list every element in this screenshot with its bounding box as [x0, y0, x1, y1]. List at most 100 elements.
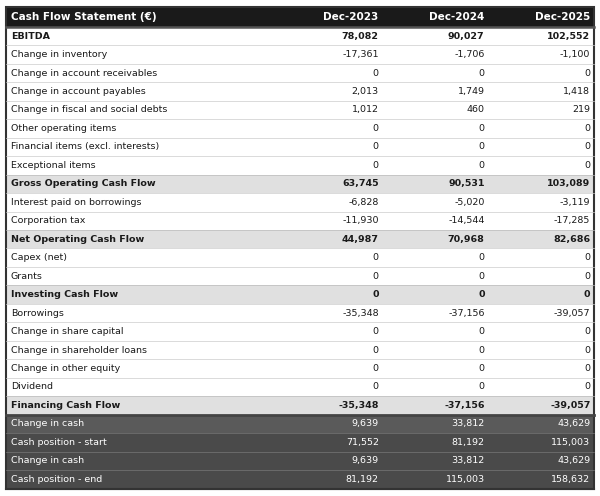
Text: Change in account payables: Change in account payables	[11, 87, 146, 96]
Text: 115,003: 115,003	[551, 438, 590, 447]
Bar	[6, 378, 594, 396]
Bar	[6, 82, 594, 101]
Text: 43,629: 43,629	[557, 456, 590, 465]
Text: 0: 0	[584, 124, 590, 133]
Text: -14,544: -14,544	[448, 216, 485, 225]
Text: Dec-2024: Dec-2024	[429, 12, 485, 22]
Text: Change in cash: Change in cash	[11, 456, 84, 465]
Text: 0: 0	[584, 161, 590, 170]
Text: 0: 0	[479, 161, 485, 170]
Bar	[6, 212, 594, 230]
Text: Grants: Grants	[11, 272, 43, 281]
Text: Borrowings: Borrowings	[11, 309, 64, 317]
Text: Dividend: Dividend	[11, 382, 53, 391]
Text: 0: 0	[373, 382, 379, 391]
Bar	[6, 267, 594, 285]
Text: 81,192: 81,192	[452, 438, 485, 447]
Text: Gross Operating Cash Flow: Gross Operating Cash Flow	[11, 180, 155, 188]
Text: Cash position - end: Cash position - end	[11, 475, 102, 484]
Text: Net Operating Cash Flow: Net Operating Cash Flow	[11, 235, 144, 244]
Text: 82,686: 82,686	[553, 235, 590, 244]
Text: 0: 0	[584, 290, 590, 299]
Bar	[6, 452, 594, 470]
Text: 1,012: 1,012	[352, 106, 379, 115]
Text: Capex (net): Capex (net)	[11, 253, 67, 262]
Text: -39,057: -39,057	[550, 401, 590, 410]
Text: EBITDA: EBITDA	[11, 32, 50, 41]
Text: 158,632: 158,632	[551, 475, 590, 484]
Text: Change in other equity: Change in other equity	[11, 364, 120, 373]
Text: Cash position - start: Cash position - start	[11, 438, 107, 447]
Bar	[6, 7, 594, 27]
Text: 0: 0	[373, 161, 379, 170]
Text: -3,119: -3,119	[560, 198, 590, 207]
Text: 0: 0	[373, 272, 379, 281]
Bar	[6, 230, 594, 248]
Text: -1,100: -1,100	[560, 50, 590, 59]
Text: 9,639: 9,639	[352, 420, 379, 429]
Text: 0: 0	[584, 253, 590, 262]
Bar	[6, 415, 594, 433]
Text: 90,531: 90,531	[448, 180, 485, 188]
Bar	[6, 119, 594, 138]
Text: 1,749: 1,749	[458, 87, 485, 96]
Text: -37,156: -37,156	[448, 309, 485, 317]
Text: 0: 0	[479, 272, 485, 281]
Text: Change in cash: Change in cash	[11, 420, 84, 429]
Text: 0: 0	[373, 346, 379, 355]
Text: Financing Cash Flow: Financing Cash Flow	[11, 401, 120, 410]
Bar	[6, 359, 594, 378]
Text: 33,812: 33,812	[451, 420, 485, 429]
Text: -1,706: -1,706	[454, 50, 485, 59]
Text: -35,348: -35,348	[342, 309, 379, 317]
Text: 0: 0	[479, 382, 485, 391]
Text: 70,968: 70,968	[448, 235, 485, 244]
Text: 0: 0	[478, 290, 485, 299]
Text: -11,930: -11,930	[342, 216, 379, 225]
Text: Exceptional items: Exceptional items	[11, 161, 95, 170]
Text: 0: 0	[479, 253, 485, 262]
Text: -35,348: -35,348	[338, 401, 379, 410]
Bar	[6, 470, 594, 489]
Text: 0: 0	[584, 382, 590, 391]
Text: Change in account receivables: Change in account receivables	[11, 68, 157, 77]
Text: 0: 0	[479, 124, 485, 133]
Text: 0: 0	[479, 346, 485, 355]
Text: 0: 0	[584, 327, 590, 336]
Text: Dec-2023: Dec-2023	[323, 12, 379, 22]
Bar	[6, 27, 594, 45]
Text: 33,812: 33,812	[451, 456, 485, 465]
Bar	[6, 64, 594, 82]
Text: Corporation tax: Corporation tax	[11, 216, 85, 225]
Text: 9,639: 9,639	[352, 456, 379, 465]
Text: 0: 0	[584, 346, 590, 355]
Text: 0: 0	[584, 142, 590, 151]
Text: 0: 0	[372, 290, 379, 299]
Bar	[6, 248, 594, 267]
Text: 0: 0	[584, 68, 590, 77]
Text: 460: 460	[467, 106, 485, 115]
Text: 71,552: 71,552	[346, 438, 379, 447]
Text: 90,027: 90,027	[448, 32, 485, 41]
Text: 44,987: 44,987	[342, 235, 379, 244]
Text: -37,156: -37,156	[444, 401, 485, 410]
Bar	[6, 396, 594, 415]
Text: 81,192: 81,192	[346, 475, 379, 484]
Text: Other operating items: Other operating items	[11, 124, 116, 133]
Bar	[6, 101, 594, 119]
Text: -6,828: -6,828	[349, 198, 379, 207]
Text: -39,057: -39,057	[554, 309, 590, 317]
Text: Change in inventory: Change in inventory	[11, 50, 107, 59]
Bar	[6, 156, 594, 175]
Text: 0: 0	[479, 68, 485, 77]
Text: 63,745: 63,745	[342, 180, 379, 188]
Text: Financial items (excl. interests): Financial items (excl. interests)	[11, 142, 159, 151]
Text: 2,013: 2,013	[352, 87, 379, 96]
Text: 102,552: 102,552	[547, 32, 590, 41]
Text: 0: 0	[373, 327, 379, 336]
Text: Interest paid on borrowings: Interest paid on borrowings	[11, 198, 142, 207]
Bar	[6, 433, 594, 452]
Text: 0: 0	[373, 124, 379, 133]
Text: 0: 0	[479, 364, 485, 373]
Text: 0: 0	[479, 142, 485, 151]
